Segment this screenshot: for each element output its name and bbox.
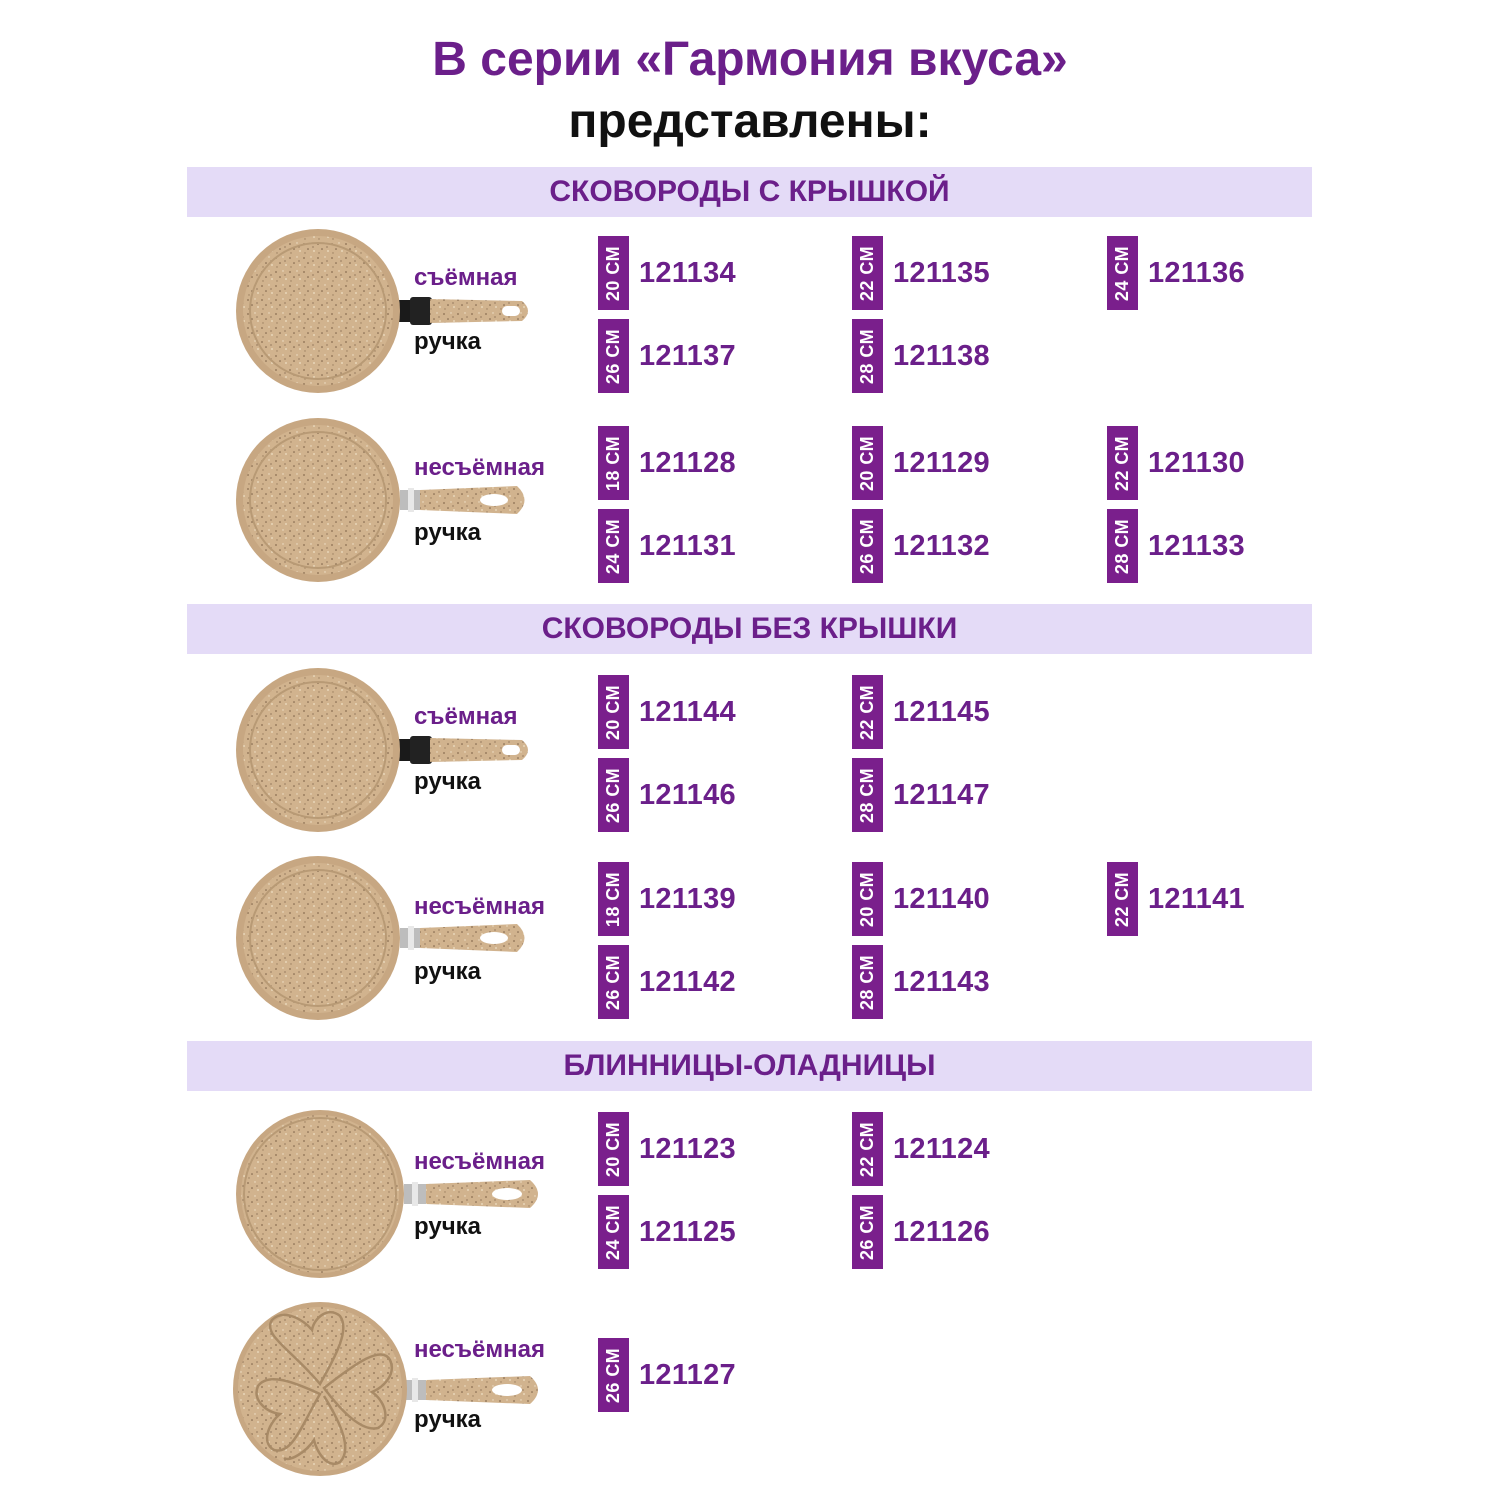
size-tag: 22 СМ bbox=[852, 675, 883, 749]
product-item: 28 СМ 121133 bbox=[1107, 509, 1245, 583]
size-tag: 26 СМ bbox=[852, 1195, 883, 1269]
product-code: 121138 bbox=[893, 339, 990, 372]
product-code: 121143 bbox=[893, 965, 990, 998]
product-code: 121131 bbox=[639, 529, 736, 562]
size-tag: 28 СМ bbox=[1107, 509, 1138, 583]
product-code: 121130 bbox=[1148, 446, 1245, 479]
product-code: 121145 bbox=[893, 695, 990, 728]
size-tag: 20 СМ bbox=[598, 675, 629, 749]
product-item: 20 СМ 121140 bbox=[852, 862, 990, 936]
size-tag: 22 СМ bbox=[852, 236, 883, 310]
size-tag: 22 СМ bbox=[1107, 862, 1138, 936]
handle-type-label: несъёмная bbox=[414, 1336, 546, 1363]
product-code: 121128 bbox=[639, 446, 736, 479]
size-tag: 28 СМ bbox=[852, 319, 883, 393]
size-tag: 22 СМ bbox=[852, 1112, 883, 1186]
product-code: 121129 bbox=[893, 446, 990, 479]
size-tag: 18 СМ bbox=[598, 426, 629, 500]
product-code: 121125 bbox=[639, 1215, 736, 1248]
size-tag: 22 СМ bbox=[1107, 426, 1138, 500]
section-header-without-lid: СКОВОРОДЫ БЕЗ КРЫШКИ bbox=[187, 604, 1312, 654]
handle-word-label: ручка bbox=[414, 958, 481, 985]
size-tag: 18 СМ bbox=[598, 862, 629, 936]
frying-pan-removable-handle-image bbox=[236, 668, 528, 832]
product-item: 26 СМ 121127 bbox=[598, 1338, 736, 1412]
product-code: 121142 bbox=[639, 965, 736, 998]
product-code: 121133 bbox=[1148, 529, 1245, 562]
size-tag: 28 СМ bbox=[852, 945, 883, 1019]
handle-type-label: съёмная bbox=[414, 264, 518, 291]
product-code: 121126 bbox=[893, 1215, 990, 1248]
product-code: 121135 bbox=[893, 256, 990, 289]
product-code: 121144 bbox=[639, 695, 736, 728]
product-item: 26 СМ 121137 bbox=[598, 319, 736, 393]
product-code: 121141 bbox=[1148, 882, 1245, 915]
size-tag: 28 СМ bbox=[852, 758, 883, 832]
size-tag: 26 СМ bbox=[852, 509, 883, 583]
handle-type-label: несъёмная bbox=[414, 454, 546, 481]
product-item: 18 СМ 121139 bbox=[598, 862, 736, 936]
product-item: 26 СМ 121126 bbox=[852, 1195, 990, 1269]
section-header-pancake-pans: БЛИННИЦЫ-ОЛАДНИЦЫ bbox=[187, 1041, 1312, 1091]
size-tag: 24 СМ bbox=[598, 509, 629, 583]
product-item: 18 СМ 121128 bbox=[598, 426, 736, 500]
heart-pancake-pan-image bbox=[233, 1302, 538, 1476]
product-item: 24 СМ 121131 bbox=[598, 509, 736, 583]
handle-word-label: ручка bbox=[414, 1406, 481, 1433]
product-code: 121123 bbox=[639, 1132, 736, 1165]
product-item: 22 СМ 121130 bbox=[1107, 426, 1245, 500]
product-item: 26 СМ 121146 bbox=[598, 758, 736, 832]
product-code: 121124 bbox=[893, 1132, 990, 1165]
page-subtitle: представлены: bbox=[568, 95, 932, 148]
product-code: 121147 bbox=[893, 778, 990, 811]
product-item: 22 СМ 121145 bbox=[852, 675, 990, 749]
product-item: 24 СМ 121136 bbox=[1107, 236, 1245, 310]
page-title: В серии «Гармония вкуса» bbox=[432, 33, 1068, 86]
product-item: 28 СМ 121138 bbox=[852, 319, 990, 393]
frying-pan-fixed-handle-image bbox=[236, 856, 525, 1020]
product-item: 28 СМ 121143 bbox=[852, 945, 990, 1019]
product-code: 121139 bbox=[639, 882, 736, 915]
size-tag: 26 СМ bbox=[598, 758, 629, 832]
product-item: 20 СМ 121144 bbox=[598, 675, 736, 749]
size-tag: 20 СМ bbox=[598, 1112, 629, 1186]
product-item: 20 СМ 121123 bbox=[598, 1112, 736, 1186]
size-tag: 26 СМ bbox=[598, 1338, 629, 1412]
size-tag: 24 СМ bbox=[598, 1195, 629, 1269]
handle-word-label: ручка bbox=[414, 768, 481, 795]
product-code: 121140 bbox=[893, 882, 990, 915]
product-code: 121136 bbox=[1148, 256, 1245, 289]
handle-type-label: несъёмная bbox=[414, 1148, 546, 1175]
section-header-with-lid: СКОВОРОДЫ С КРЫШКОЙ bbox=[187, 167, 1312, 217]
size-tag: 20 СМ bbox=[852, 426, 883, 500]
handle-word-label: ручка bbox=[414, 1213, 481, 1240]
product-item: 20 СМ 121129 bbox=[852, 426, 990, 500]
product-code: 121134 bbox=[639, 256, 736, 289]
product-item: 22 СМ 121141 bbox=[1107, 862, 1245, 936]
product-item: 20 СМ 121134 bbox=[598, 236, 736, 310]
size-tag: 26 СМ bbox=[598, 319, 629, 393]
product-item: 26 СМ 121132 bbox=[852, 509, 990, 583]
product-code: 121132 bbox=[893, 529, 990, 562]
product-item: 24 СМ 121125 bbox=[598, 1195, 736, 1269]
product-code: 121146 bbox=[639, 778, 736, 811]
size-tag: 24 СМ bbox=[1107, 236, 1138, 310]
pancake-pan-image bbox=[236, 1110, 538, 1278]
handle-type-label: съёмная bbox=[414, 703, 518, 730]
product-code: 121137 bbox=[639, 339, 736, 372]
size-tag: 26 СМ bbox=[598, 945, 629, 1019]
product-item: 22 СМ 121135 bbox=[852, 236, 990, 310]
frying-pan-removable-handle-image bbox=[236, 229, 528, 393]
size-tag: 20 СМ bbox=[852, 862, 883, 936]
size-tag: 20 СМ bbox=[598, 236, 629, 310]
handle-type-label: несъёмная bbox=[414, 893, 546, 920]
product-code: 121127 bbox=[639, 1358, 736, 1391]
frying-pan-fixed-handle-image bbox=[236, 418, 525, 582]
product-item: 22 СМ 121124 bbox=[852, 1112, 990, 1186]
handle-word-label: ручка bbox=[414, 328, 481, 355]
product-item: 26 СМ 121142 bbox=[598, 945, 736, 1019]
handle-word-label: ручка bbox=[414, 519, 481, 546]
product-item: 28 СМ 121147 bbox=[852, 758, 990, 832]
